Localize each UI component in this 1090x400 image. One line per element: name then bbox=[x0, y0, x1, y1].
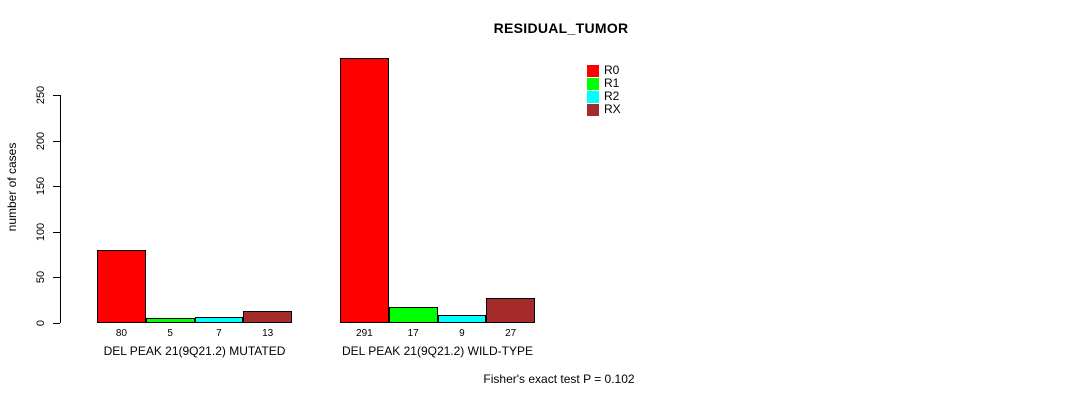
category-label-group1: DEL PEAK 21(9Q21.2) MUTATED bbox=[103, 344, 286, 358]
legend-swatch-RX bbox=[587, 103, 599, 116]
bar-R2-group1 bbox=[195, 317, 243, 323]
bar-RX-group1 bbox=[243, 311, 292, 323]
legend-item-R2: R2 bbox=[587, 90, 621, 103]
legend-item-R0: R0 bbox=[587, 64, 621, 77]
y-tick-mark-100 bbox=[53, 232, 60, 233]
y-tick-mark-250 bbox=[53, 95, 60, 96]
legend-item-RX: RX bbox=[587, 103, 621, 116]
y-tick-label-50: 50 bbox=[35, 270, 47, 284]
y-tick-mark-50 bbox=[53, 277, 60, 278]
legend-label-RX: RX bbox=[604, 102, 621, 116]
y-tick-label-0: 0 bbox=[35, 319, 47, 327]
bar-RX-group2 bbox=[486, 298, 535, 323]
bar-value-RX-group1: 13 bbox=[262, 328, 274, 339]
bar-R1-group2 bbox=[389, 307, 438, 323]
bar-value-R0-group2: 291 bbox=[356, 328, 373, 339]
y-tick-mark-200 bbox=[53, 141, 60, 142]
legend: R0 R1 R2 RX bbox=[587, 64, 621, 116]
bar-value-RX-group2: 27 bbox=[505, 328, 517, 339]
y-tick-label-200: 200 bbox=[35, 131, 47, 151]
y-axis-line bbox=[60, 95, 61, 323]
y-tick-mark-150 bbox=[53, 186, 60, 187]
bar-R0-group1 bbox=[97, 250, 146, 323]
legend-swatch-R1 bbox=[587, 77, 599, 90]
bar-R1-group1 bbox=[146, 318, 195, 323]
legend-swatch-R0 bbox=[587, 64, 599, 77]
legend-label-R1: R1 bbox=[604, 76, 620, 90]
y-axis-title: number of cases bbox=[5, 142, 19, 232]
legend-item-R1: R1 bbox=[587, 77, 621, 90]
bar-value-R2-group2: 9 bbox=[459, 328, 465, 339]
fisher-test-annotation: Fisher's exact test P = 0.102 bbox=[483, 372, 635, 386]
y-tick-mark-0 bbox=[53, 323, 60, 324]
bar-value-R0-group1: 80 bbox=[115, 328, 127, 339]
bar-value-R1-group1: 5 bbox=[167, 328, 173, 339]
chart-title: RESIDUAL_TUMOR bbox=[493, 20, 629, 36]
legend-swatch-R2 bbox=[587, 90, 599, 103]
bar-value-R2-group1: 7 bbox=[216, 328, 222, 339]
bar-R0-group2 bbox=[340, 58, 389, 323]
legend-label-R2: R2 bbox=[604, 89, 620, 103]
bar-R2-group2 bbox=[438, 315, 486, 323]
y-tick-label-150: 150 bbox=[35, 176, 47, 196]
bar-value-R1-group2: 17 bbox=[407, 328, 419, 339]
y-tick-label-250: 250 bbox=[35, 85, 47, 105]
category-label-group2: DEL PEAK 21(9Q21.2) WILD-TYPE bbox=[342, 344, 533, 358]
y-tick-label-100: 100 bbox=[35, 222, 47, 242]
legend-label-R0: R0 bbox=[604, 63, 620, 77]
